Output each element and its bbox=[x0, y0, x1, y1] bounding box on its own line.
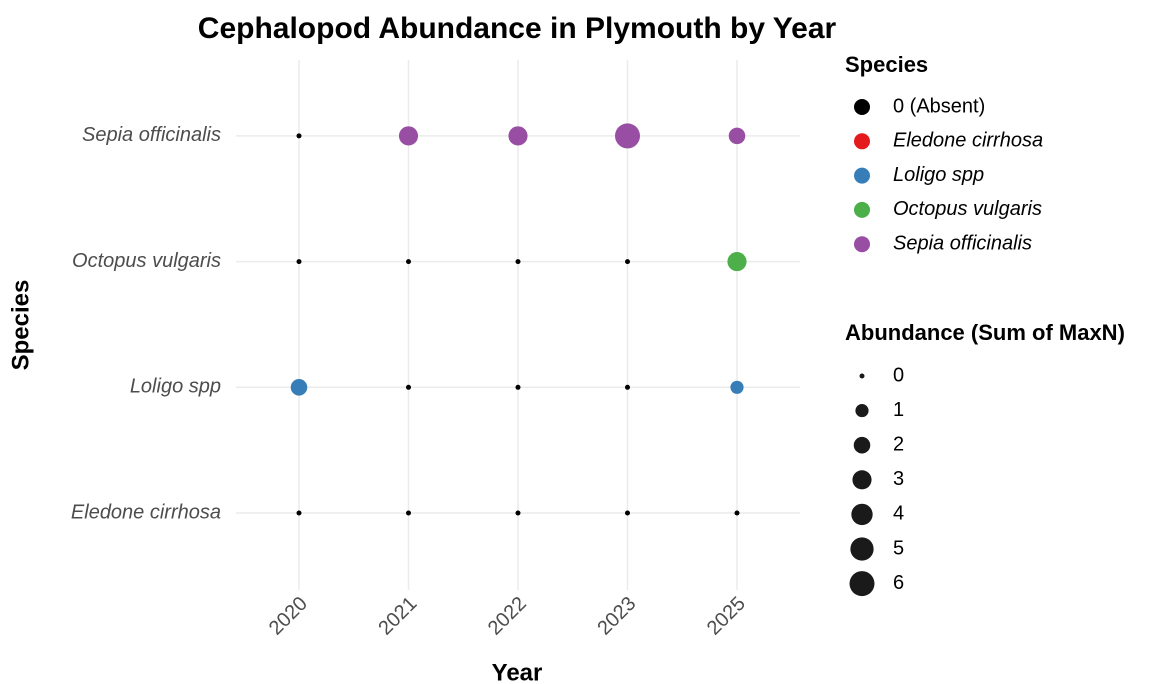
bubble bbox=[406, 384, 411, 390]
bubble bbox=[727, 252, 747, 272]
size-legend-label: 6 bbox=[893, 572, 904, 594]
size-legend-mark bbox=[853, 436, 871, 454]
bubble bbox=[296, 259, 302, 265]
size-legend-mark bbox=[852, 470, 872, 490]
bubble bbox=[625, 384, 630, 390]
legend-swatch bbox=[854, 99, 870, 115]
x-tick-label: 2025 bbox=[703, 593, 750, 640]
legend-label: Eledone cirrhosa bbox=[893, 130, 1043, 152]
bubble bbox=[406, 259, 411, 265]
size-legend-label: 2 bbox=[893, 433, 904, 455]
y-tick-label: Sepia officinalis bbox=[82, 124, 221, 146]
bubble bbox=[615, 123, 640, 149]
size-legend-mark bbox=[851, 503, 873, 526]
legend-label: Sepia officinalis bbox=[893, 232, 1032, 254]
size-legend-mark bbox=[859, 373, 865, 379]
bubble bbox=[508, 126, 528, 146]
size-legend-label: 4 bbox=[893, 503, 904, 525]
size-legend-mark bbox=[850, 537, 874, 561]
bubble bbox=[730, 380, 744, 394]
bubble bbox=[625, 259, 630, 265]
bubble bbox=[296, 510, 302, 516]
legend-swatch bbox=[854, 133, 870, 150]
legend-title: Species bbox=[845, 52, 928, 77]
bubble bbox=[625, 510, 630, 516]
chart-title: Cephalopod Abundance in Plymouth by Year bbox=[198, 12, 837, 45]
size-legend-mark bbox=[849, 571, 875, 597]
legend-swatch bbox=[854, 167, 870, 184]
size-legend-label: 1 bbox=[893, 399, 904, 421]
size-legend-label: 5 bbox=[893, 537, 904, 559]
x-tick-label: 2021 bbox=[374, 593, 421, 640]
legend-label: 0 (Absent) bbox=[893, 95, 985, 117]
bubble bbox=[398, 126, 419, 146]
bubble bbox=[515, 259, 521, 265]
size-legend-label: 0 bbox=[893, 364, 904, 386]
x-tick-label: 2022 bbox=[484, 593, 531, 640]
y-tick-label: Octopus vulgaris bbox=[72, 250, 221, 272]
bubble bbox=[515, 510, 521, 516]
bubble bbox=[296, 133, 302, 139]
legend-swatch bbox=[854, 236, 870, 253]
size-legend-mark bbox=[855, 404, 869, 418]
x-tick-label: 2020 bbox=[265, 593, 312, 640]
legend-label: Octopus vulgaris bbox=[893, 198, 1042, 220]
bubble bbox=[728, 127, 746, 145]
y-tick-label: Eledone cirrhosa bbox=[71, 501, 221, 523]
y-axis-title: Species bbox=[7, 280, 34, 371]
bubble bbox=[515, 384, 521, 390]
size-legend-label: 3 bbox=[893, 468, 904, 490]
bubble bbox=[290, 379, 308, 396]
bubble bbox=[406, 510, 411, 516]
x-axis-title: Year bbox=[492, 659, 543, 684]
legend-swatch bbox=[854, 201, 870, 218]
legend-label: Loligo spp bbox=[893, 164, 984, 186]
y-tick-label: Loligo spp bbox=[130, 376, 221, 398]
x-tick-label: 2023 bbox=[593, 593, 640, 640]
size-legend-title: Abundance (Sum of MaxN) bbox=[845, 320, 1125, 345]
bubble bbox=[734, 510, 740, 516]
